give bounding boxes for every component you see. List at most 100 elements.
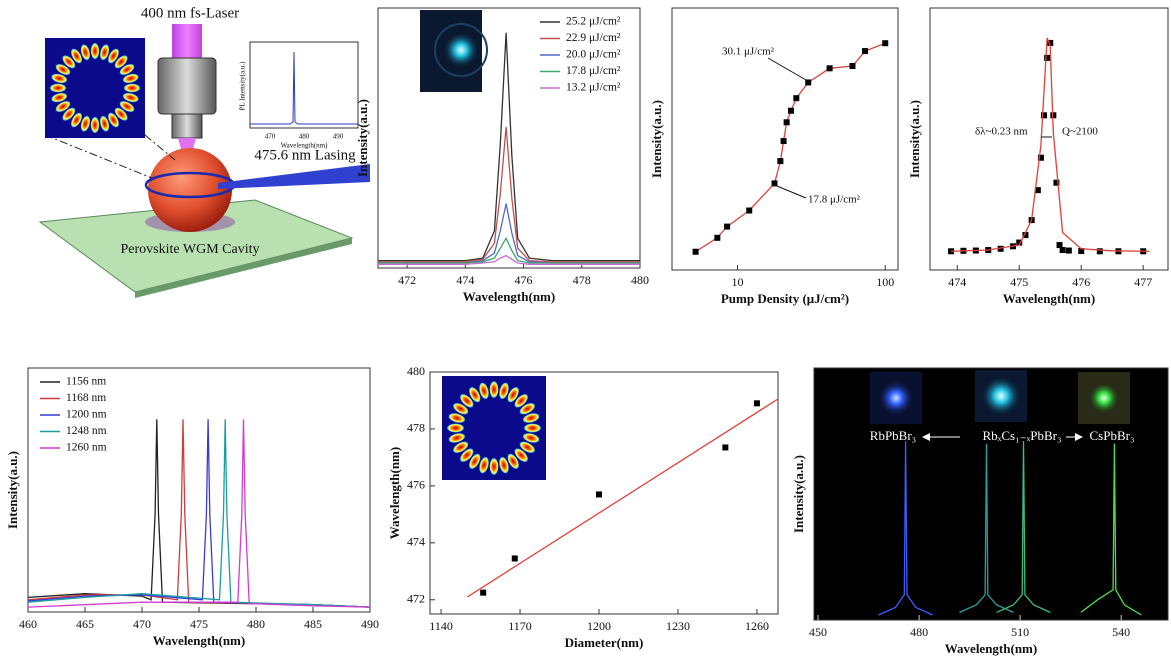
- data-point: [882, 40, 889, 47]
- data-point: [771, 180, 778, 187]
- data-point: [997, 245, 1004, 252]
- ring-lobe: [514, 394, 528, 408]
- x-axis-label: Pump Density (μJ/cm²): [721, 291, 849, 306]
- x-tick-label: 450: [809, 625, 827, 639]
- series-line: [1080, 443, 1142, 616]
- data-point: [1059, 247, 1066, 254]
- ring-lobe: [460, 448, 474, 462]
- annotation-arrow: [771, 183, 807, 199]
- data-point: [1041, 112, 1048, 119]
- ring-lobe: [108, 112, 119, 128]
- ring-lobe: [507, 387, 519, 403]
- legend-label: 20.0 μJ/cm²: [566, 49, 621, 61]
- ring-lobe: [453, 441, 469, 453]
- laser-beam: [172, 24, 202, 60]
- ring-lobe: [519, 403, 535, 415]
- series-line: [27, 419, 371, 608]
- data-point: [480, 589, 487, 596]
- y-tick-label: 480: [407, 364, 425, 378]
- x-tick-label: 1230: [666, 619, 690, 633]
- series-line: [378, 126, 640, 263]
- x-tick-label: 480: [910, 625, 928, 639]
- x-tick-label: 1200: [587, 619, 611, 633]
- ring-lobe: [80, 44, 90, 61]
- series-line: [378, 236, 640, 264]
- ring-lobe: [453, 403, 469, 415]
- ring-lobe: [108, 48, 119, 64]
- data-point: [1044, 54, 1051, 61]
- data-point: [1065, 247, 1072, 254]
- y-axis-label: Wavelength(nm): [387, 447, 402, 539]
- inset-tick-label: 470: [265, 133, 276, 141]
- plot-area: [671, 7, 899, 271]
- chart-panel: 474 475 476 477 Wavelength(nm) Intensity(a.u.…: [907, 7, 1169, 306]
- objective: [157, 57, 217, 115]
- inset-x-label: Wavelength(nm): [281, 142, 329, 150]
- x-tick-label: 474: [948, 275, 966, 289]
- data-point: [780, 138, 787, 145]
- data-point: [862, 48, 869, 55]
- series-line: [959, 443, 1014, 613]
- ring-lobe: [62, 55, 76, 69]
- x-tick-label: 540: [1112, 625, 1130, 639]
- ring-lobe: [479, 382, 489, 399]
- series-line: [951, 37, 1150, 252]
- series-line: [996, 441, 1051, 613]
- x-tick-label: 510: [1011, 625, 1029, 639]
- y-tick-label: 474: [407, 535, 425, 549]
- chart-panel: 472 474 476 478 480 Wavelength(nm) Intensity(a…: [355, 7, 649, 304]
- ring-lobe: [448, 413, 465, 423]
- ring-lobe: [469, 453, 481, 469]
- data-point: [1056, 242, 1063, 249]
- platform-edge: [135, 238, 352, 298]
- ring-lobe: [447, 423, 464, 433]
- legend-label: 1168 nm: [66, 392, 106, 404]
- annotation: 17.8 μJ/cm²: [808, 194, 861, 206]
- ring-lobe: [55, 101, 71, 112]
- arrow-head: [922, 433, 930, 441]
- y-tick-label: 478: [407, 421, 425, 435]
- ring-lobe: [80, 115, 90, 132]
- cavity-sphere: [148, 148, 232, 232]
- legend-label: 17.8 μJ/cm²: [566, 65, 621, 77]
- guide-line: [144, 134, 176, 161]
- y-tick-label: 472: [407, 592, 425, 606]
- data-point: [724, 223, 731, 230]
- x-axis-label: Wavelength(nm): [153, 633, 245, 648]
- annotation: RbPbBr₃: [870, 428, 916, 443]
- data-point: [826, 65, 833, 72]
- ring-lobe: [71, 48, 82, 64]
- cavity-label: Perovskite WGM Cavity: [121, 242, 260, 257]
- y-axis-label: Intensity(a.u.): [791, 455, 806, 533]
- x-tick-label: 478: [573, 273, 591, 287]
- inset-y-label: PL Intensity(a.u.): [239, 61, 247, 111]
- legend-label: 13.2 μJ/cm²: [566, 82, 621, 94]
- ring-lobe: [489, 458, 499, 475]
- x-tick-label: 470: [133, 617, 151, 631]
- annotation: CsPbBr₃: [1090, 428, 1135, 443]
- legend-label: 25.2 μJ/cm²: [566, 16, 621, 28]
- legend-label: 1200 nm: [66, 409, 107, 421]
- legend-label: 1260 nm: [66, 442, 107, 454]
- ring-lobe: [122, 93, 139, 103]
- x-tick-label: 475: [1010, 275, 1028, 289]
- data-point: [783, 119, 790, 126]
- x-tick-label: 474: [456, 273, 474, 287]
- data-point: [511, 555, 518, 562]
- annotation-arrow: [767, 57, 807, 81]
- data-point: [948, 248, 955, 255]
- series-line: [378, 254, 640, 265]
- data-point: [1016, 239, 1023, 246]
- data-point: [1034, 187, 1041, 194]
- inset-glow: [1088, 382, 1120, 414]
- ring-lobe: [448, 433, 465, 443]
- series-line: [878, 441, 933, 616]
- laser-label: 400 nm fs-Laser: [141, 5, 239, 21]
- annotation: δλ~0.23 nm: [975, 126, 1028, 138]
- ring-lobe: [55, 64, 71, 75]
- ring-lobe: [90, 117, 100, 133]
- x-axis-label: Wavelength(nm): [1003, 291, 1095, 306]
- x-tick-label: 1170: [508, 619, 532, 633]
